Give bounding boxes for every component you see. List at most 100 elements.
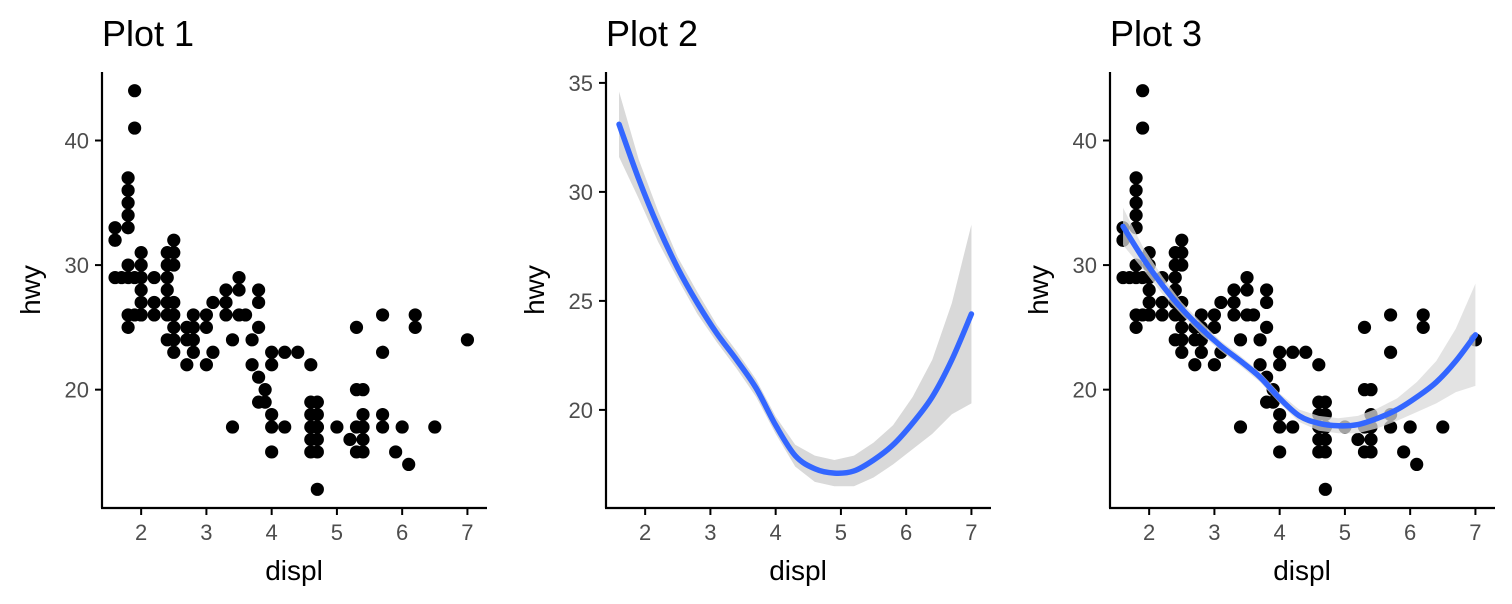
data-point <box>1364 445 1378 459</box>
data-point <box>134 246 148 260</box>
plot-area <box>616 91 975 487</box>
data-point <box>219 295 233 310</box>
data-point <box>265 445 279 459</box>
data-point <box>1207 358 1222 372</box>
data-point <box>206 345 220 359</box>
data-point <box>291 345 305 359</box>
data-point <box>356 407 370 422</box>
data-point <box>1273 358 1287 372</box>
confidence-ribbon <box>619 91 972 487</box>
data-point <box>389 445 403 459</box>
y-axis-title: hwy <box>1023 265 1054 315</box>
data-point <box>1227 308 1241 322</box>
data-point <box>225 420 240 434</box>
data-point <box>310 482 324 496</box>
data-point <box>1273 445 1287 459</box>
data-point <box>199 320 214 334</box>
data-point <box>1416 320 1430 334</box>
chart-title: Plot 1 <box>102 13 194 54</box>
data-point <box>1246 308 1261 322</box>
x-axis-title: displ <box>769 555 827 586</box>
y-tick-label: 35 <box>569 71 593 96</box>
data-point <box>1194 345 1208 359</box>
chart-title: Plot 2 <box>606 13 698 54</box>
data-point <box>245 333 259 347</box>
data-point <box>375 407 390 422</box>
data-point <box>167 233 181 247</box>
y-tick-label: 20 <box>65 378 89 403</box>
data-point <box>408 308 422 322</box>
x-tick-label: 2 <box>135 520 147 545</box>
data-point <box>167 246 181 260</box>
data-point <box>121 183 135 197</box>
y-tick-label: 40 <box>65 129 89 154</box>
x-axis-ticks: 2 3 4 5 6 7 <box>639 508 978 545</box>
data-point <box>1260 320 1274 334</box>
data-point <box>252 295 266 310</box>
y-axis-ticks: 20 30 40 <box>65 129 102 403</box>
data-point <box>356 445 370 459</box>
data-point <box>258 383 272 397</box>
y-tick-label: 25 <box>569 289 593 314</box>
data-point <box>1383 308 1398 322</box>
data-point <box>1299 345 1313 359</box>
data-point <box>252 370 266 384</box>
data-point <box>147 308 161 322</box>
y-tick-label: 30 <box>1073 253 1097 278</box>
x-tick-label: 5 <box>331 520 343 545</box>
x-tick-label: 5 <box>1339 520 1351 545</box>
x-tick-label: 7 <box>965 520 977 545</box>
data-point <box>1383 345 1398 359</box>
data-point <box>356 420 370 434</box>
data-point <box>147 295 161 310</box>
data-point <box>199 308 214 322</box>
x-tick-label: 4 <box>770 520 782 545</box>
data-point <box>1214 295 1228 310</box>
data-point <box>167 295 181 310</box>
data-point <box>121 171 135 185</box>
data-point <box>1175 258 1189 272</box>
data-point <box>121 258 135 272</box>
data-point <box>1351 432 1365 447</box>
data-point <box>186 320 200 334</box>
data-point <box>238 308 253 322</box>
smooth-line <box>1120 223 1479 429</box>
data-point <box>428 420 442 434</box>
data-point <box>245 358 259 372</box>
data-point <box>232 270 246 285</box>
data-point <box>1318 395 1332 409</box>
y-axis-ticks: 20 30 40 <box>1073 129 1110 403</box>
x-tick-label: 2 <box>639 520 651 545</box>
data-point <box>265 358 279 372</box>
data-point <box>1397 445 1411 459</box>
plot-area <box>1116 84 1483 496</box>
x-tick-label: 6 <box>900 520 912 545</box>
y-tick-label: 20 <box>569 398 593 423</box>
data-point <box>128 121 142 135</box>
data-point <box>1207 320 1222 334</box>
data-point <box>1233 333 1248 347</box>
data-point <box>167 320 181 334</box>
data-point <box>1227 283 1241 297</box>
x-tick-label: 6 <box>396 520 408 545</box>
data-point <box>310 407 324 422</box>
data-point <box>167 308 181 322</box>
data-point <box>199 358 214 372</box>
data-point <box>128 84 142 98</box>
data-point <box>1129 208 1143 222</box>
data-point <box>1155 295 1169 310</box>
data-point <box>167 333 181 347</box>
data-point <box>167 345 181 359</box>
data-point <box>108 221 122 235</box>
data-point <box>219 308 233 322</box>
data-point <box>330 420 344 434</box>
data-point <box>375 308 390 322</box>
data-point <box>1175 320 1189 334</box>
panel-plot-2: Plot 2 2 3 4 5 6 7 20 25 30 35 displ hwy <box>519 13 991 586</box>
data-point <box>108 233 122 247</box>
data-point <box>1240 270 1254 285</box>
data-point <box>1260 295 1274 310</box>
data-point <box>265 407 279 422</box>
data-point <box>1207 308 1222 322</box>
data-point <box>1194 308 1208 322</box>
